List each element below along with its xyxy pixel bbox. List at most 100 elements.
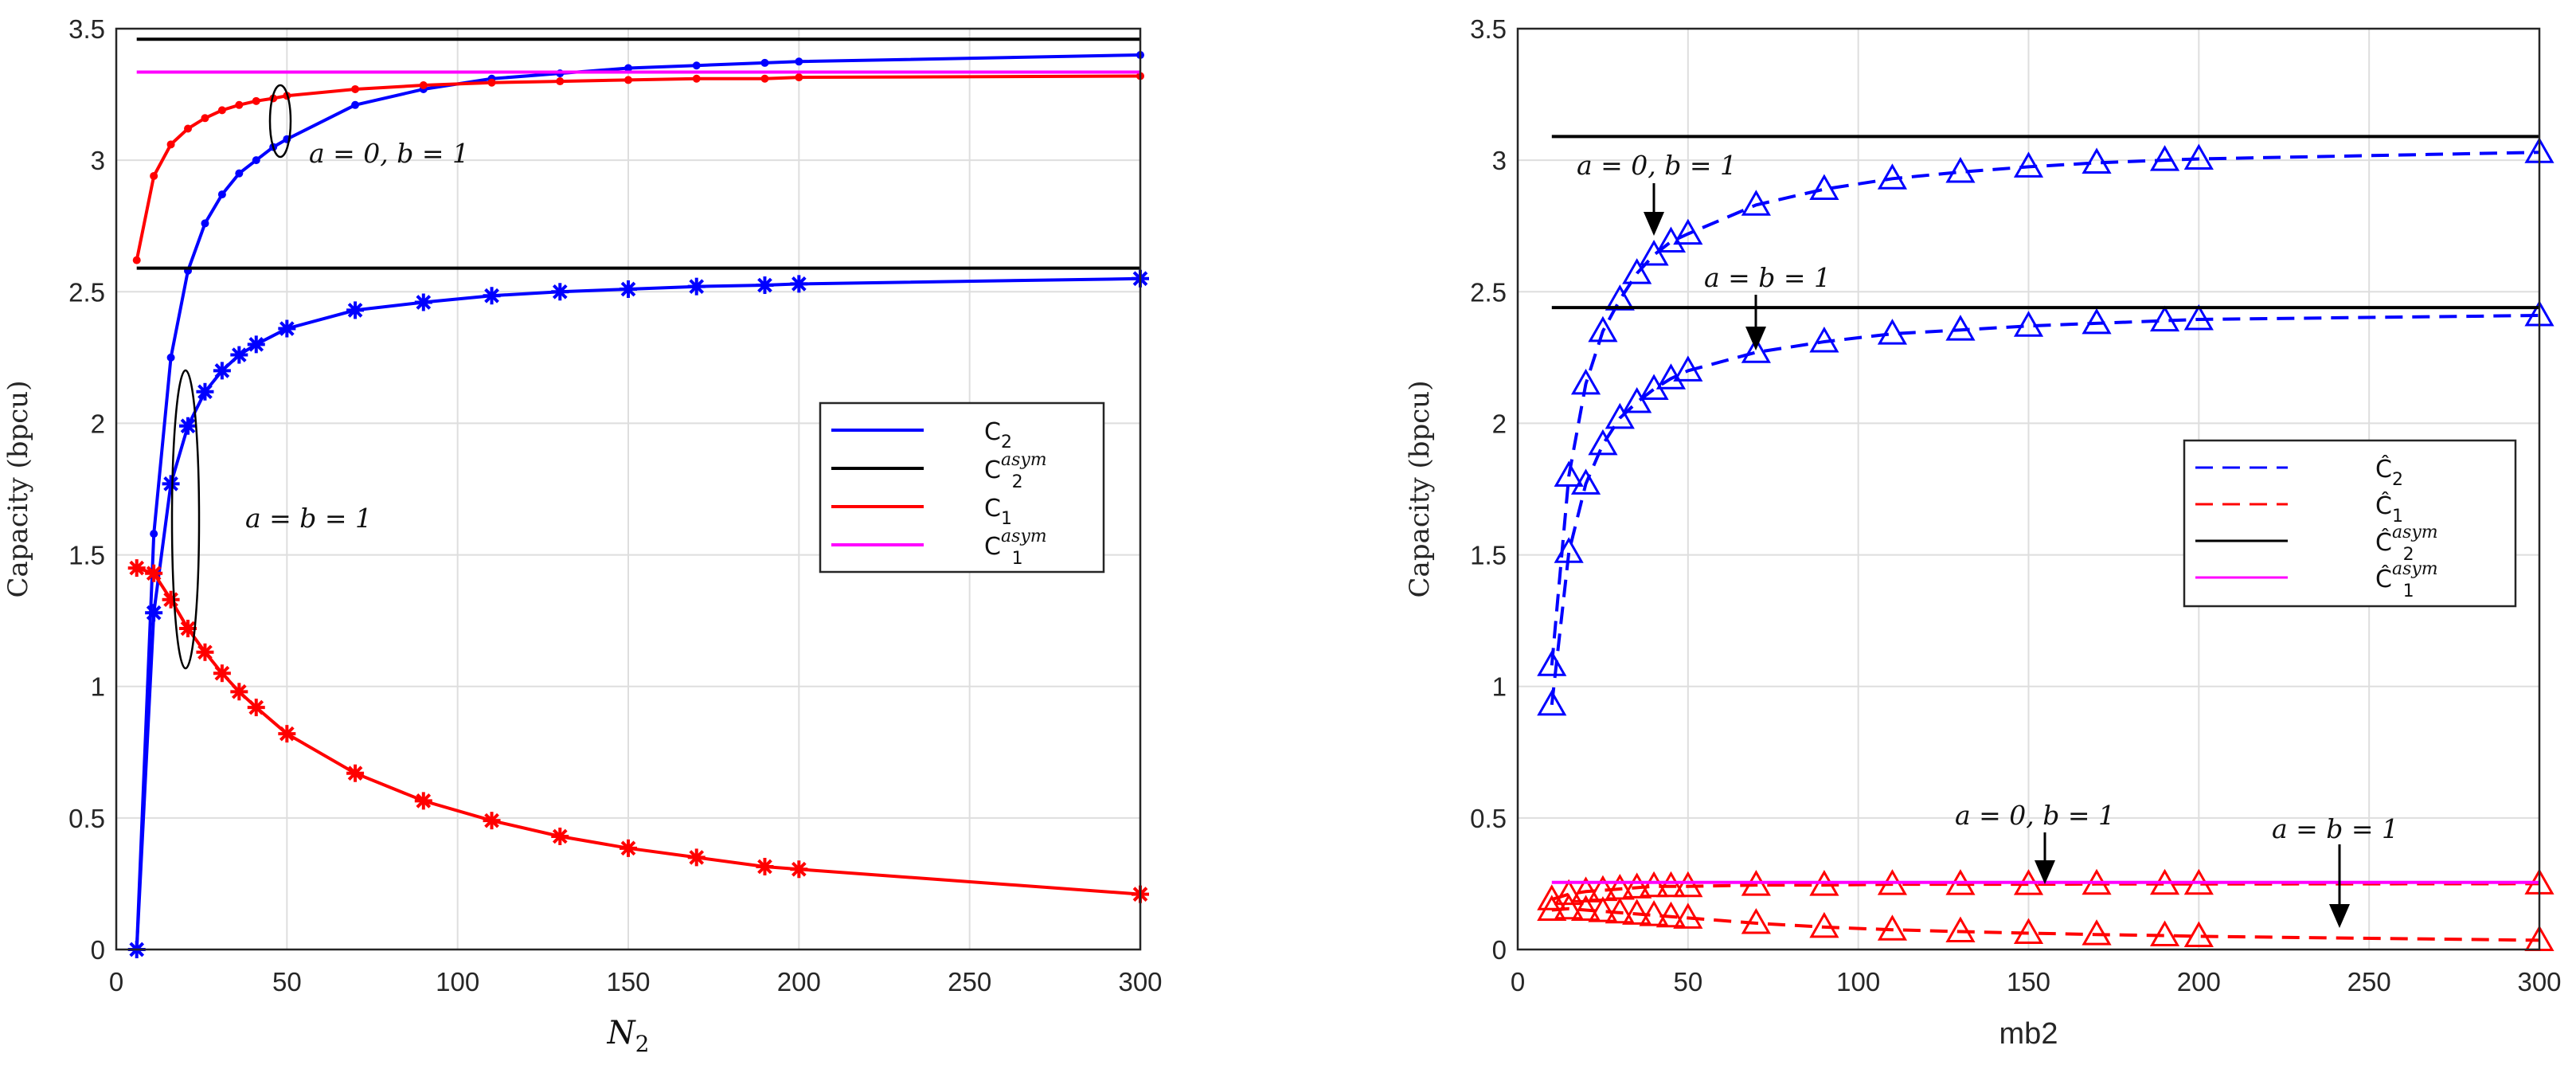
y-tick-label: 1 xyxy=(91,672,105,702)
data-point xyxy=(230,346,248,364)
series-line xyxy=(1550,314,2540,706)
star-stroke xyxy=(416,793,432,809)
data-point xyxy=(692,61,701,70)
data-point xyxy=(1622,386,1652,413)
data-point xyxy=(1655,901,1687,928)
data-point xyxy=(1741,337,1771,363)
star-stroke xyxy=(197,384,213,400)
data-point xyxy=(795,57,803,66)
data-point xyxy=(2183,143,2214,170)
data-point xyxy=(1588,315,1618,343)
x-tick-label: 100 xyxy=(1836,967,1880,996)
data-point xyxy=(624,76,632,84)
legend-label: Ĉ2 xyxy=(2375,454,2403,490)
data-point xyxy=(1537,895,1567,921)
legend-label: Casym 2 xyxy=(984,450,1047,492)
annotation-arrow xyxy=(1644,183,1664,236)
legend-label: C2 xyxy=(984,418,1012,452)
annotation-label: a = b = 1 xyxy=(1704,262,1831,293)
x-tick-label: 0 xyxy=(1511,967,1525,996)
arrow-head xyxy=(1745,327,1766,350)
ellipse-marker xyxy=(268,84,292,159)
star-stroke xyxy=(146,566,162,581)
data-point xyxy=(217,190,226,199)
data-point xyxy=(2183,303,2214,331)
data-point xyxy=(556,77,565,86)
legend-box xyxy=(2183,439,2517,608)
legend-label: C1 xyxy=(984,495,1012,529)
x-axis-label: N2 xyxy=(607,1015,650,1057)
data-point xyxy=(1588,429,1618,456)
x-tick-label: 200 xyxy=(2177,967,2221,996)
data-point xyxy=(1639,900,1669,926)
star-stroke xyxy=(620,840,636,856)
data-point xyxy=(1622,258,1652,284)
y-tick-label: 3.5 xyxy=(1470,14,1507,44)
data-point xyxy=(1673,903,1703,929)
x-tick-label: 250 xyxy=(2347,967,2391,996)
data-point xyxy=(1605,402,1635,429)
x-tick-label: 50 xyxy=(272,967,302,996)
data-point xyxy=(196,382,214,401)
star-stroke xyxy=(214,665,230,681)
data-point xyxy=(145,604,163,622)
axes-box xyxy=(115,27,1142,951)
data-point xyxy=(1570,876,1601,903)
data-point xyxy=(162,475,180,493)
y-tick-label: 3.5 xyxy=(68,14,105,44)
data-point xyxy=(196,643,214,661)
data-point xyxy=(184,124,193,133)
data-point xyxy=(2082,919,2112,946)
x-tick-label: 0 xyxy=(109,967,123,996)
y-tick-label: 1 xyxy=(1492,672,1507,702)
data-point xyxy=(687,848,706,867)
data-point xyxy=(2013,151,2044,178)
data-point xyxy=(235,100,244,109)
star-stroke xyxy=(791,276,807,292)
panel-right: 0 50 100 150 200 250 300 0 0.5 1 1.5 2 2.5 3 3.5 Capaci… xyxy=(1404,14,2562,1051)
data-point xyxy=(1554,460,1584,487)
arrow-head xyxy=(2035,860,2055,884)
star-stroke xyxy=(197,644,213,660)
data-point xyxy=(1673,218,1703,245)
data-point xyxy=(414,293,432,311)
data-point xyxy=(201,114,209,123)
data-point xyxy=(760,74,769,83)
annotation-label: a = 0, b = 1 xyxy=(1955,800,2115,831)
legend-label: Casym 1 xyxy=(984,527,1047,569)
star-stroke xyxy=(231,347,247,362)
star-stroke xyxy=(248,699,264,715)
x-tick-label: 250 xyxy=(948,967,991,996)
data-point xyxy=(1945,916,1976,943)
data-point xyxy=(2149,305,2180,332)
data-point xyxy=(1945,315,1976,341)
y-tick-label: 3 xyxy=(91,146,105,175)
data-point xyxy=(551,283,569,301)
data-point xyxy=(1554,879,1584,906)
data-point xyxy=(179,417,197,435)
data-point xyxy=(247,699,265,717)
legend-label: Ĉasym 1 xyxy=(2375,559,2438,601)
arrow-head xyxy=(2329,904,2350,928)
data-point xyxy=(230,683,248,701)
y-tick-label: 2.5 xyxy=(68,277,105,307)
star-stroke xyxy=(180,418,196,434)
data-point xyxy=(1570,368,1601,395)
data-point xyxy=(1622,899,1652,925)
annotation-arrow xyxy=(2035,832,2055,884)
data-point xyxy=(2149,920,2180,946)
data-point xyxy=(756,276,774,295)
data-point xyxy=(1673,871,1703,898)
x-tick-label: 50 xyxy=(1673,967,1702,996)
y-axis-label: Capacity (bpcu) xyxy=(1404,381,1436,598)
star-stroke xyxy=(689,279,705,295)
y-tick-label: 0 xyxy=(91,935,105,965)
data-point xyxy=(790,275,808,293)
y-tick-label: 1.5 xyxy=(68,541,105,570)
y-tick-label: 0.5 xyxy=(1470,804,1507,833)
data-point xyxy=(692,74,701,83)
data-point xyxy=(1655,871,1687,898)
annotation-arrow xyxy=(1745,295,1766,350)
